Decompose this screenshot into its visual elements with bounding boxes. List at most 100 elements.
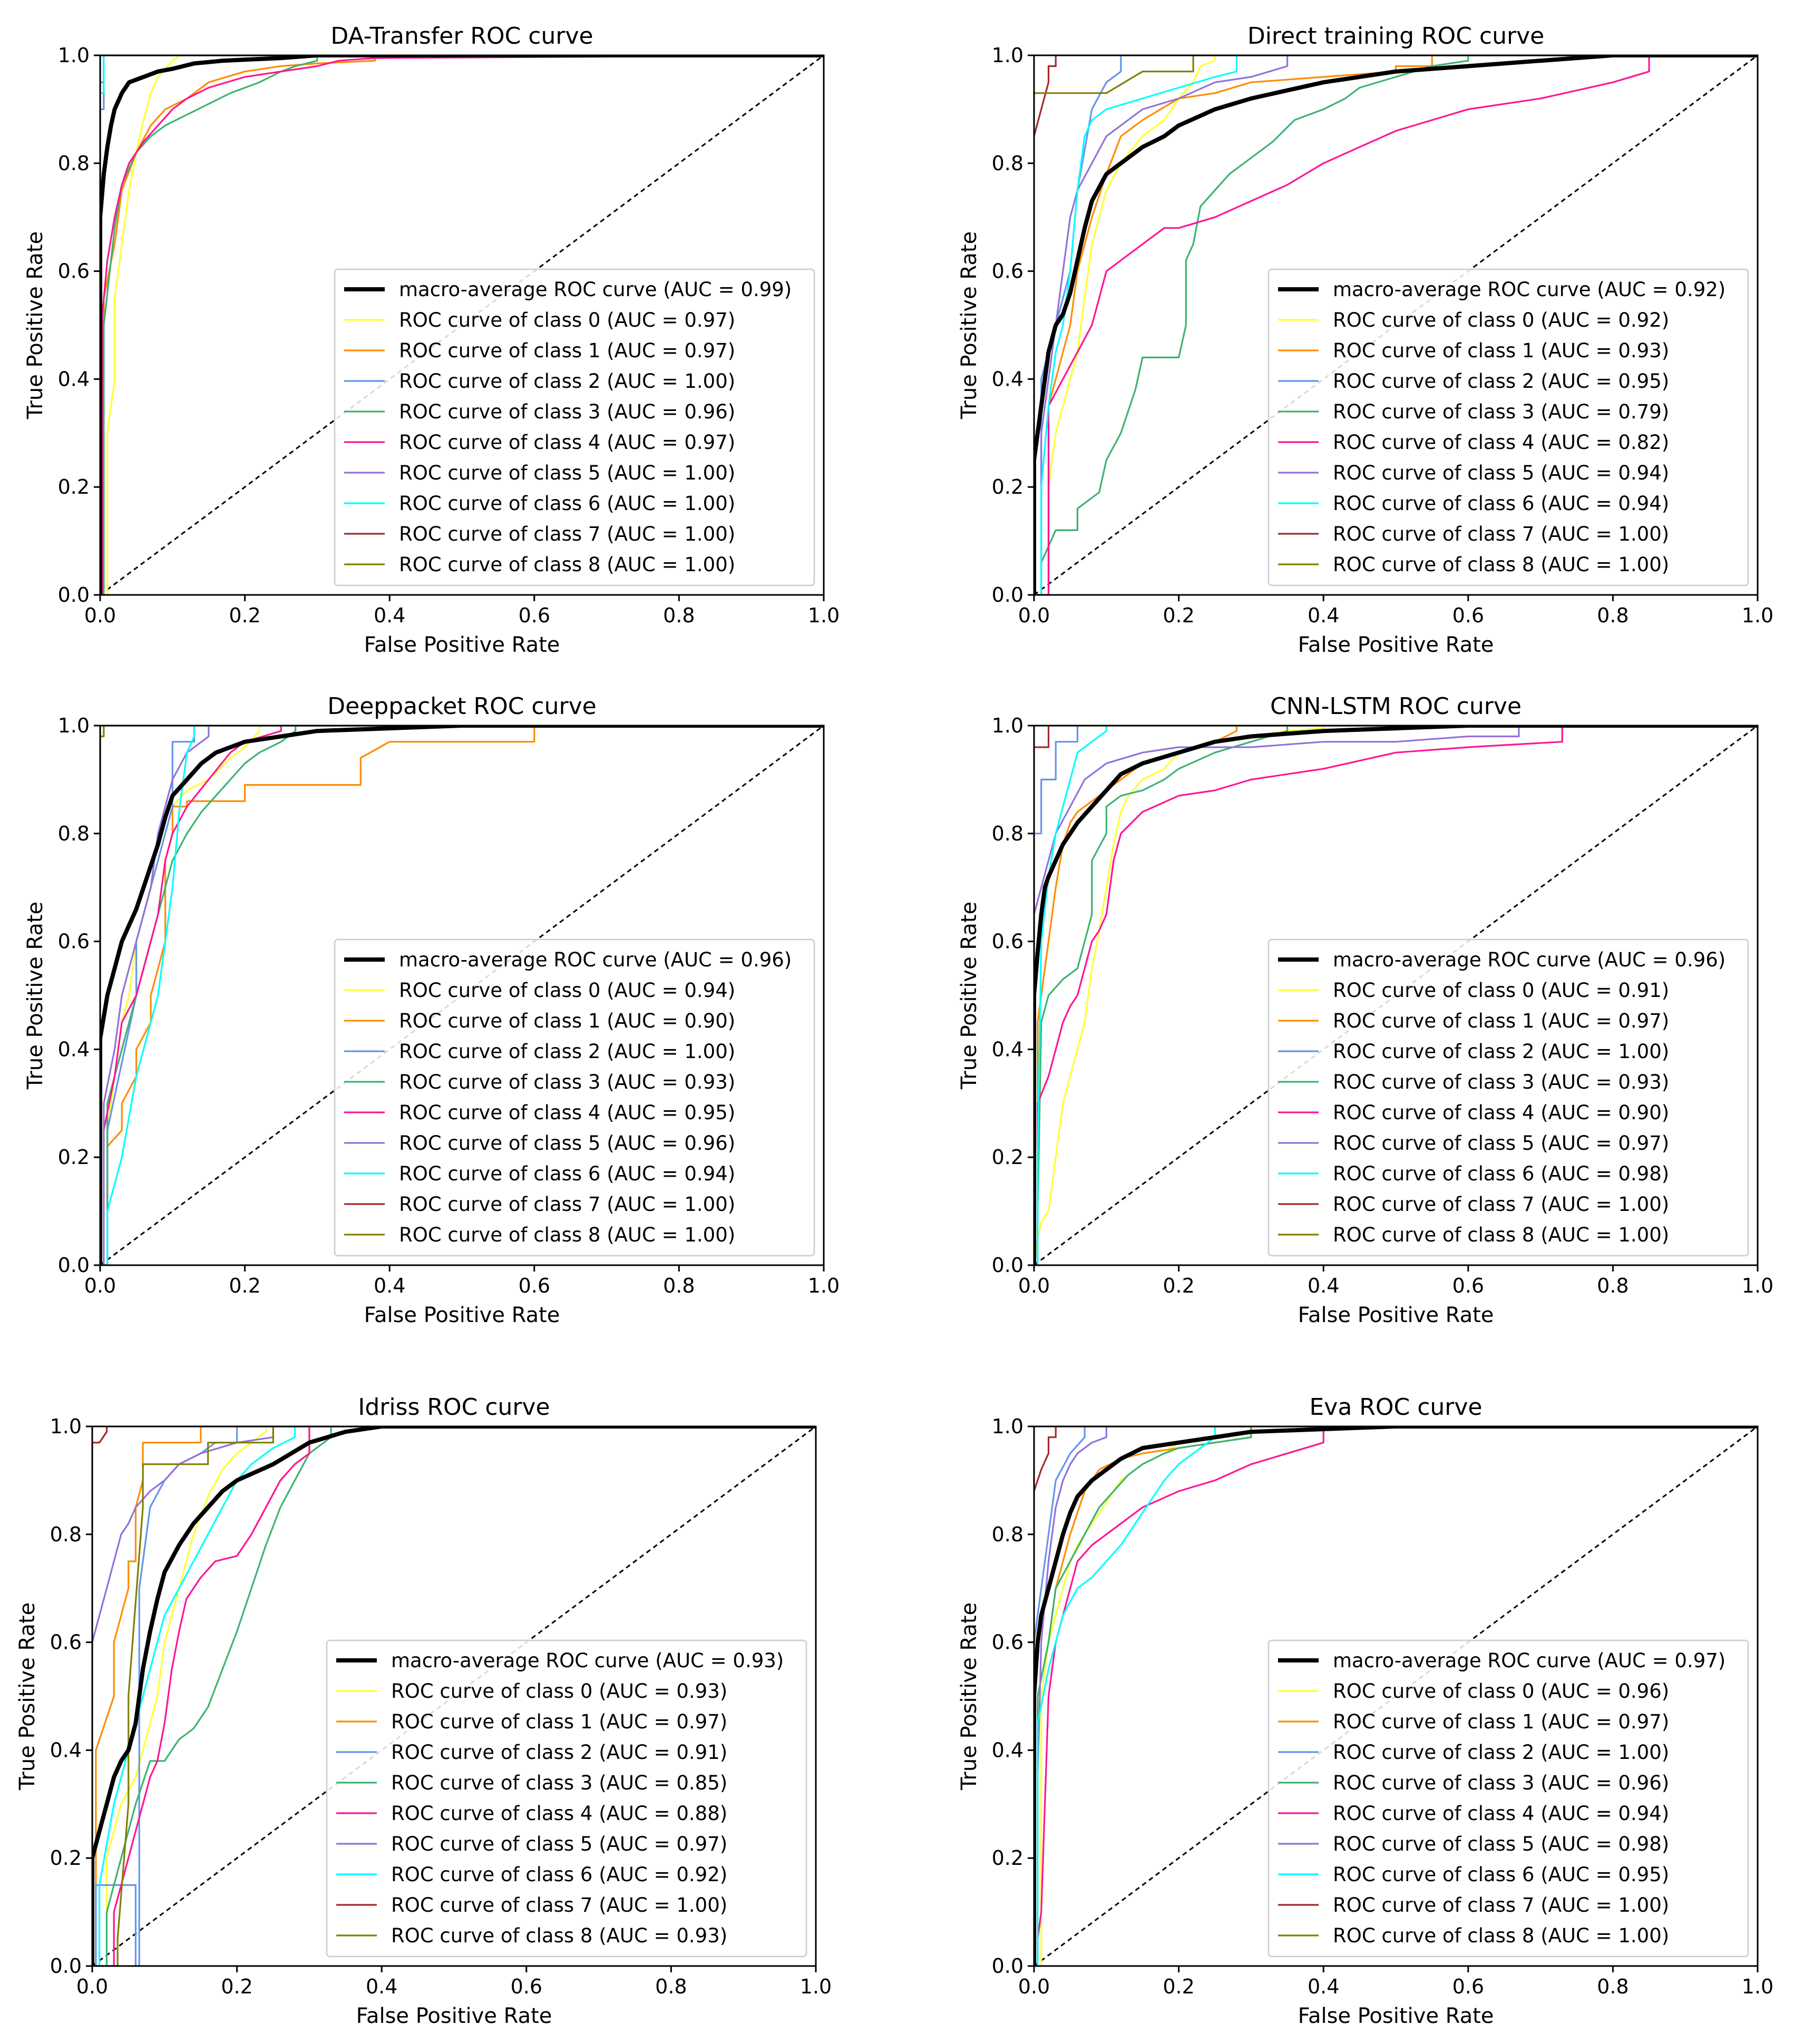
y-tick-label: 0.4 (992, 1038, 1023, 1061)
x-tick-label: 0.8 (1597, 1274, 1629, 1297)
legend-entry: ROC curve of class 3 (AUC = 0.96) (1278, 1772, 1669, 1794)
legend-label: ROC curve of class 0 (AUC = 0.96) (1333, 1680, 1669, 1703)
y-tick-label: 0.0 (992, 583, 1023, 607)
x-tick-label: 0.4 (1308, 604, 1339, 627)
legend-entry: ROC curve of class 5 (AUC = 0.94) (1278, 462, 1669, 484)
x-tick-label: 0.8 (663, 604, 695, 627)
roc-line-class-4 (92, 1426, 816, 1966)
legend-label: ROC curve of class 5 (AUC = 0.94) (1333, 462, 1669, 484)
legend-entry: ROC curve of class 1 (AUC = 0.97) (1278, 1710, 1669, 1733)
legend-label: ROC curve of class 3 (AUC = 0.96) (1333, 1772, 1669, 1794)
legend-box (1267, 938, 1749, 1257)
roc-line-class-7 (92, 1426, 816, 1966)
x-tick-label: 0.6 (1452, 604, 1484, 627)
legend-entry: ROC curve of class 8 (AUC = 0.93) (336, 1924, 727, 1947)
legend-label: ROC curve of class 2 (AUC = 1.00) (399, 370, 735, 393)
legend-entry: ROC curve of class 2 (AUC = 0.95) (1278, 370, 1669, 393)
y-tick-label: 0.8 (992, 1523, 1023, 1546)
legend-entry: macro-average ROC curve (AUC = 0.96) (1278, 948, 1725, 971)
x-tick-label: 0.8 (1597, 604, 1629, 627)
x-tick-label: 0.2 (221, 1975, 252, 1998)
legend-entry: ROC curve of class 0 (AUC = 0.91) (1278, 979, 1669, 1002)
legend-entry: ROC curve of class 1 (AUC = 0.97) (336, 1710, 727, 1733)
x-tick-label: 0.2 (1163, 604, 1194, 627)
legend-label: ROC curve of class 4 (AUC = 0.82) (1333, 431, 1669, 454)
x-axis-label: False Positive Rate (356, 2004, 552, 2028)
legend: macro-average ROC curve (AUC = 0.92) ROC … (1267, 268, 1749, 586)
roc-line-class-6 (1034, 1426, 1758, 1966)
legend-entry: ROC curve of class 8 (AUC = 1.00) (1278, 1924, 1669, 1947)
legend-box (334, 268, 815, 586)
legend-label: ROC curve of class 5 (AUC = 0.98) (1333, 1833, 1669, 1855)
y-tick-label: 0.4 (58, 1038, 90, 1061)
legend-entry: ROC curve of class 2 (AUC = 1.00) (344, 370, 735, 393)
x-tick-label: 0.8 (1597, 1975, 1629, 1998)
roc-chart-2: Direct training ROC curve 0.00.0 0.2 0.2 0.4… (957, 23, 1773, 657)
y-tick-label: 0.4 (50, 1738, 82, 1762)
y-tick-label: 0.6 (992, 1631, 1023, 1654)
legend-entry: ROC curve of class 4 (AUC = 0.94) (1278, 1802, 1669, 1825)
roc-line-class-1 (92, 1426, 816, 1966)
legend-entry: ROC curve of class 7 (AUC = 1.00) (344, 1193, 735, 1216)
roc-line-class-6 (1034, 726, 1758, 1265)
roc-line-class-3 (1034, 1426, 1758, 1966)
legend: macro-average ROC curve (AUC = 0.97) ROC … (1267, 1639, 1749, 1958)
y-tick-label: 0.6 (992, 260, 1023, 283)
y-tick-label: 0.0 (992, 1254, 1023, 1277)
x-tick-label: 0.0 (76, 1975, 108, 1998)
roc-line-class-8 (1034, 55, 1758, 595)
legend-label: ROC curve of class 7 (AUC = 1.00) (1333, 1193, 1669, 1216)
chart-title: CNN-LSTM ROC curve (1270, 693, 1522, 720)
y-tick-label: 0.2 (58, 475, 90, 498)
series-group (1034, 55, 1758, 595)
x-tick-label: 0.2 (1163, 1975, 1194, 1998)
macro-average-roc-line (1034, 1426, 1758, 1966)
x-tick-label: 0.8 (663, 1274, 695, 1297)
roc-chart-1: DA-Transfer ROC curve 0.00.0 0.2 0.2 0.4 0.4 0… (23, 23, 840, 657)
legend-entry: ROC curve of class 5 (AUC = 0.96) (344, 1132, 735, 1155)
y-tick-label: 0.0 (58, 583, 90, 607)
legend-entry: ROC curve of class 4 (AUC = 0.97) (344, 431, 735, 454)
chart-title: Deeppacket ROC curve (327, 693, 596, 720)
legend-label: ROC curve of class 6 (AUC = 0.98) (1333, 1162, 1669, 1185)
legend-label: ROC curve of class 1 (AUC = 0.97) (391, 1710, 727, 1733)
legend-entry: ROC curve of class 2 (AUC = 1.00) (1278, 1741, 1669, 1764)
y-tick-label: 1.0 (992, 1415, 1023, 1438)
legend-label: ROC curve of class 2 (AUC = 1.00) (1333, 1741, 1669, 1764)
legend-label: ROC curve of class 2 (AUC = 0.91) (391, 1741, 727, 1764)
legend-label: ROC curve of class 3 (AUC = 0.93) (1333, 1071, 1669, 1093)
series-group (1034, 1426, 1758, 1966)
roc-line-class-5 (1034, 55, 1758, 595)
roc-line-class-0 (1034, 55, 1758, 595)
legend-label: ROC curve of class 3 (AUC = 0.85) (391, 1772, 727, 1794)
roc-line-class-4 (1034, 726, 1758, 1265)
legend-entry: ROC curve of class 6 (AUC = 0.94) (344, 1162, 735, 1185)
legend-entry: ROC curve of class 5 (AUC = 1.00) (344, 462, 735, 484)
legend-label: ROC curve of class 7 (AUC = 1.00) (399, 1193, 735, 1216)
legend-entry: macro-average ROC curve (AUC = 0.99) (344, 278, 792, 301)
x-tick-label: 0.4 (1308, 1975, 1339, 1998)
legend-box (326, 1639, 807, 1958)
roc-line-class-3 (1034, 726, 1758, 1265)
y-tick-label: 0.8 (50, 1523, 82, 1546)
y-tick-label: 0.4 (58, 367, 90, 390)
y-axis-label: True Positive Rate (957, 902, 981, 1090)
legend-entry: ROC curve of class 2 (AUC = 0.91) (336, 1741, 727, 1764)
legend: macro-average ROC curve (AUC = 0.99) ROC … (334, 268, 815, 586)
legend-label: ROC curve of class 7 (AUC = 1.00) (1333, 523, 1669, 545)
x-tick-label: 0.0 (1018, 1274, 1050, 1297)
roc-line-class-3 (100, 726, 824, 1265)
legend-label: ROC curve of class 6 (AUC = 1.00) (399, 492, 735, 515)
legend-label: ROC curve of class 5 (AUC = 0.97) (391, 1833, 727, 1855)
legend-entry: ROC curve of class 8 (AUC = 1.00) (344, 1224, 735, 1246)
x-axis-label: False Positive Rate (1298, 2004, 1494, 2028)
legend-label: ROC curve of class 4 (AUC = 0.97) (399, 431, 735, 454)
legend-entry: ROC curve of class 5 (AUC = 0.97) (1278, 1132, 1669, 1155)
y-tick-label: 0.6 (50, 1631, 82, 1654)
legend-entry: ROC curve of class 8 (AUC = 1.00) (344, 553, 735, 576)
roc-line-class-3 (100, 55, 824, 595)
legend-entry: ROC curve of class 2 (AUC = 1.00) (1278, 1040, 1669, 1063)
chart-title: Direct training ROC curve (1247, 23, 1544, 50)
roc-line-class-6 (100, 726, 824, 1265)
legend-label: ROC curve of class 8 (AUC = 1.00) (1333, 1224, 1669, 1246)
